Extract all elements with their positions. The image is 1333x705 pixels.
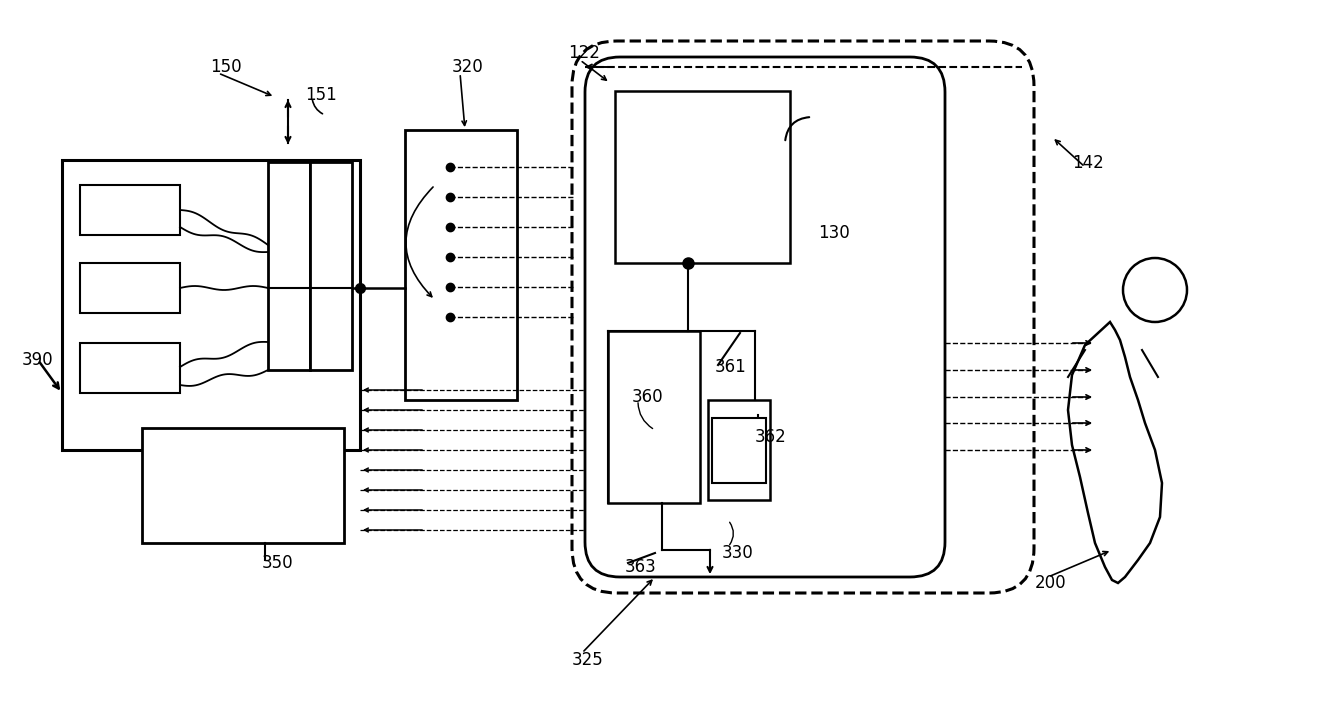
Bar	[80, 185, 180, 235]
Text: 361: 361	[714, 358, 746, 376]
Text: 360: 360	[632, 388, 664, 406]
Bar	[311, 162, 352, 370]
Text: 325: 325	[572, 651, 604, 669]
FancyBboxPatch shape	[585, 57, 945, 577]
Text: 130: 130	[818, 224, 849, 242]
Bar	[615, 91, 790, 263]
Bar	[608, 331, 700, 503]
Bar	[143, 428, 344, 543]
Text: 362: 362	[754, 428, 786, 446]
Text: 390: 390	[23, 351, 53, 369]
Text: 320: 320	[452, 58, 484, 76]
Bar	[63, 160, 360, 450]
Text: 142: 142	[1072, 154, 1104, 172]
Text: 200: 200	[1034, 574, 1066, 592]
Text: 150: 150	[211, 58, 241, 76]
Bar	[80, 263, 180, 313]
Bar	[708, 400, 770, 500]
Bar	[405, 130, 517, 400]
Text: 151: 151	[305, 86, 337, 104]
Text: 363: 363	[625, 558, 657, 576]
Bar	[712, 418, 766, 483]
Text: 330: 330	[722, 544, 753, 562]
Bar	[80, 343, 180, 393]
FancyBboxPatch shape	[572, 41, 1034, 593]
Text: 122: 122	[568, 44, 600, 62]
Text: 350: 350	[263, 554, 293, 572]
Bar	[268, 162, 311, 370]
